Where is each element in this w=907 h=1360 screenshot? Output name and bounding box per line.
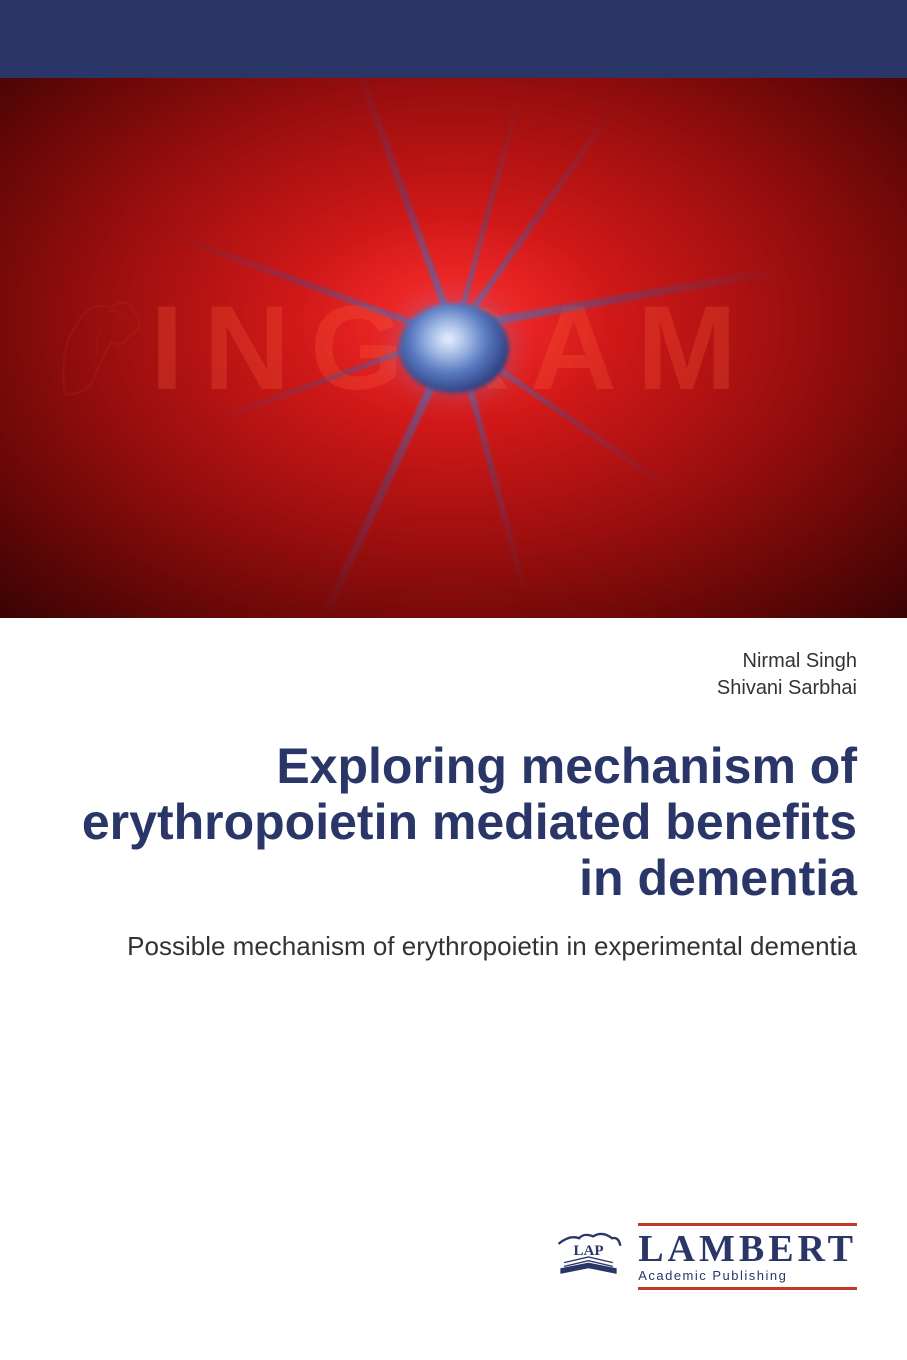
- book-subtitle: Possible mechanism of erythropoietin in …: [50, 930, 857, 964]
- hero-neuron-image: INGRAM: [0, 78, 907, 618]
- book-title: Exploring mechanism of erythropoietin me…: [50, 738, 857, 906]
- publisher-logo: LAP LAMBERT Academic Publishing: [551, 1223, 857, 1290]
- publisher-tagline: Academic Publishing: [638, 1268, 857, 1283]
- content-area: Nirmal Singh Shivani Sarbhai Exploring m…: [0, 618, 907, 964]
- lap-book-icon: LAP: [551, 1227, 626, 1287]
- watermark-griffin-logo: [40, 278, 160, 418]
- top-navy-bar: [0, 0, 907, 78]
- author-2: Shivani Sarbhai: [50, 675, 857, 702]
- publisher-name: LAMBERT: [638, 1230, 857, 1268]
- lap-badge-text: LAP: [574, 1243, 604, 1259]
- author-block: Nirmal Singh Shivani Sarbhai: [50, 648, 857, 702]
- author-1: Nirmal Singh: [50, 648, 857, 675]
- publisher-text-block: LAMBERT Academic Publishing: [638, 1223, 857, 1290]
